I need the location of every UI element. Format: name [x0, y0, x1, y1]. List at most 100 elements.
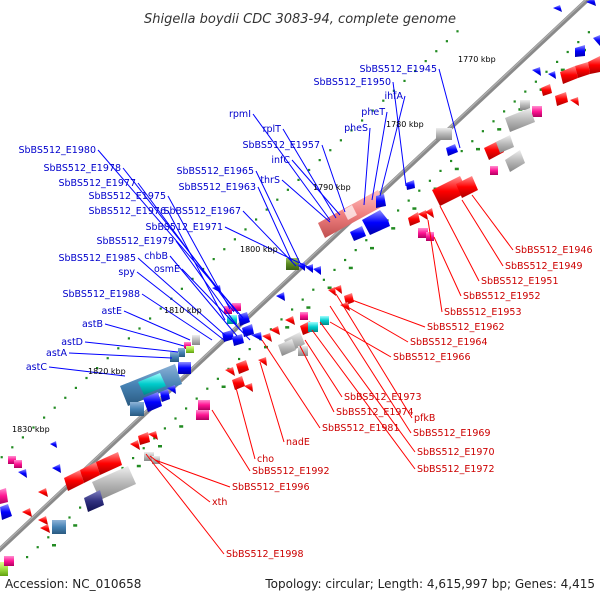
leader-line — [123, 310, 191, 341]
gene-feature — [505, 150, 525, 172]
scale-label: 1790 kbp — [313, 183, 351, 192]
gc-dot — [269, 328, 272, 331]
scale-tick — [233, 238, 236, 241]
leader-line — [136, 271, 225, 341]
gene-label: osmE — [154, 264, 180, 275]
gene-feature — [232, 334, 244, 346]
gc-dot — [476, 147, 480, 151]
leader-line — [299, 345, 335, 413]
gc-dot — [365, 239, 368, 242]
gene-feature — [532, 67, 541, 76]
leader-line — [329, 305, 412, 434]
scale-tick — [32, 426, 35, 429]
gc-dot — [534, 80, 537, 83]
scale-label: 1820 kbp — [88, 367, 126, 376]
leader-line — [137, 257, 227, 337]
gene-feature — [276, 292, 285, 301]
gene-label: SbBS512_E1953 — [444, 307, 522, 318]
scale-tick — [361, 119, 364, 122]
leader-line — [84, 341, 179, 353]
gc-dot — [36, 546, 39, 549]
leader-line — [104, 323, 185, 347]
gene-feature — [84, 490, 104, 512]
gene-feature — [225, 367, 235, 376]
scale-tick — [371, 109, 374, 112]
gene-feature — [242, 324, 254, 337]
leader-line — [211, 409, 251, 472]
gene-feature — [308, 322, 318, 332]
leader-line — [438, 68, 461, 149]
gene-feature — [0, 504, 12, 520]
gene-feature — [560, 66, 578, 84]
gene-feature — [436, 128, 452, 140]
gene-feature — [80, 462, 100, 483]
gene-feature — [418, 210, 428, 220]
gene-feature — [425, 208, 434, 218]
leader-line — [252, 113, 331, 221]
gene-feature — [0, 562, 8, 576]
leader-lines — [48, 68, 514, 555]
leader-line — [141, 293, 213, 341]
gc-dot — [524, 90, 527, 93]
gene-feature — [22, 508, 32, 517]
scale-tick — [117, 347, 120, 350]
gene-label: SbBS512_E1976 — [88, 206, 166, 217]
gene-label: pheT — [361, 107, 385, 118]
leader-line — [311, 329, 416, 470]
leader-line — [154, 459, 231, 488]
leader-line — [137, 182, 235, 313]
scale-label: 1830 kbp — [12, 425, 50, 434]
gene-feature — [588, 56, 600, 74]
gene-feature — [64, 470, 84, 491]
gc-dot — [174, 417, 177, 420]
leader-line — [345, 305, 409, 343]
scale-ring — [0, 30, 459, 459]
gc-dot — [566, 50, 569, 54]
gene-feature — [52, 520, 66, 534]
gc-dot — [354, 249, 357, 252]
gc-dot — [206, 387, 209, 390]
gene-feature — [548, 71, 556, 79]
gene-label: SbBS512_E1946 — [515, 245, 593, 256]
gene-feature — [426, 232, 434, 241]
gene-feature — [130, 440, 140, 450]
gene-feature — [232, 303, 241, 311]
gc-dot — [348, 266, 353, 270]
gene-feature — [278, 339, 296, 356]
gene-label: xth — [212, 497, 227, 508]
gene-feature — [575, 62, 590, 78]
leader-line — [257, 186, 293, 263]
gc-dot — [327, 286, 332, 289]
gc-dot — [306, 306, 311, 309]
scale-tick — [180, 287, 183, 290]
leader-line — [234, 383, 256, 460]
gene-label: SbBS512_E1985 — [58, 253, 136, 264]
gene-feature — [50, 441, 57, 448]
leader-line — [167, 195, 231, 310]
gc-dot — [280, 318, 283, 321]
gene-label: SbBS512_E1978 — [43, 163, 121, 174]
gene-feature — [130, 402, 144, 416]
gc-dot — [513, 100, 516, 103]
leader-line — [427, 219, 443, 313]
scale-tick — [424, 60, 427, 63]
gene-label: SbBS512_E1980 — [18, 145, 96, 156]
gene-label: astE — [102, 306, 123, 317]
gc-dot — [439, 169, 442, 172]
gene-feature — [344, 293, 354, 305]
gc-dot — [577, 41, 580, 44]
scale-tick — [276, 198, 279, 201]
gene-label: astD — [61, 337, 83, 348]
gc-dot — [428, 179, 431, 182]
gene-feature — [490, 166, 498, 175]
scale-tick — [382, 99, 385, 102]
scale-tick — [96, 367, 99, 370]
gene-feature — [38, 516, 48, 525]
scale-tick — [318, 159, 321, 162]
gc-dot — [450, 159, 453, 163]
gene-label: SbBS512_E1966 — [393, 352, 471, 363]
gene-feature — [555, 92, 568, 106]
scale-tick — [21, 436, 24, 439]
leader-line — [145, 453, 225, 555]
scale-tick — [191, 277, 194, 280]
